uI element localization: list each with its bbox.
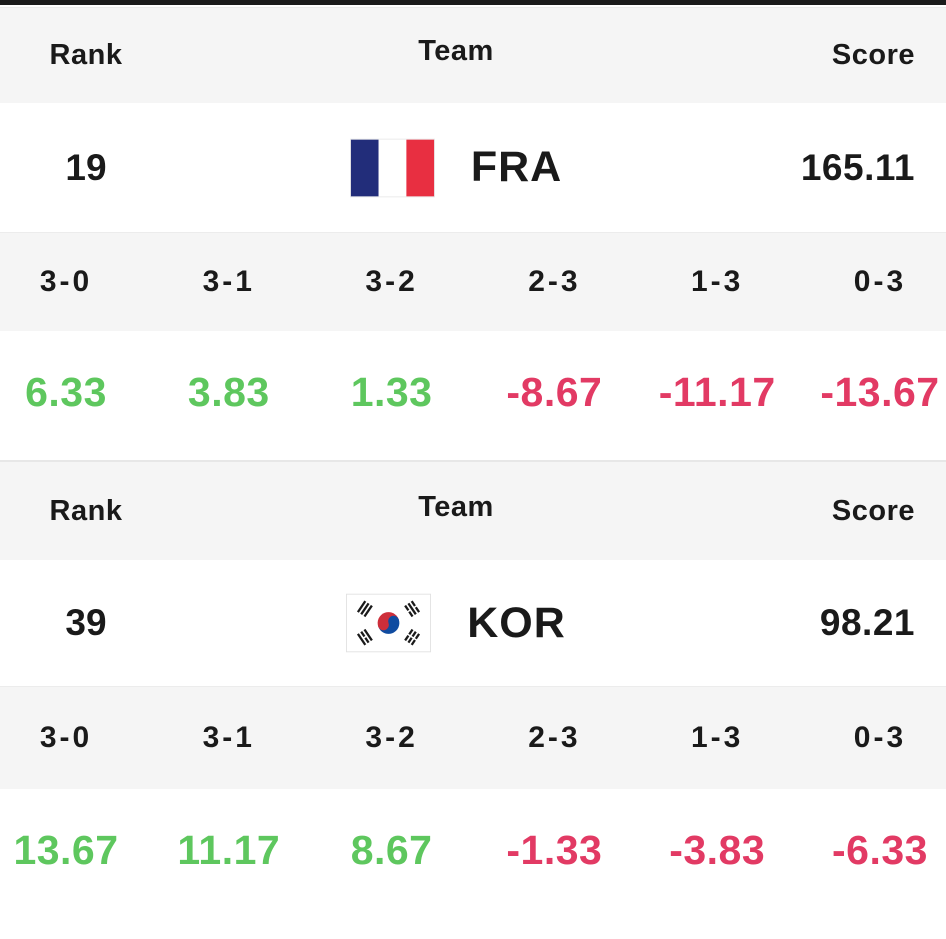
team-rank: 19 bbox=[65, 146, 107, 188]
outcome-header: 3-0 bbox=[39, 721, 93, 754]
top-bar bbox=[0, 0, 946, 5]
team-row-kor[interactable]: 39 bbox=[0, 560, 946, 686]
team-ranking-card-kor: Rank Team Score 39 bbox=[0, 460, 946, 939]
outcome-header: 3-2 bbox=[365, 721, 418, 754]
outcomes-values-row: 13.67 11.17 8.67 -1.33 -3.83 -6.33 bbox=[0, 789, 946, 911]
columns-header-row: Rank Team Score bbox=[0, 460, 946, 560]
outcome-value: 8.67 bbox=[350, 826, 433, 873]
top-gap bbox=[0, 5, 946, 7]
outcome-value: -6.33 bbox=[832, 826, 928, 873]
outcome-header: 0-3 bbox=[853, 721, 907, 754]
outcome-header: 0-3 bbox=[853, 265, 907, 298]
outcome-value: 3.83 bbox=[187, 368, 270, 415]
outcome-value: -8.67 bbox=[506, 368, 603, 415]
team-column-header: Team bbox=[418, 35, 494, 67]
score-column-header: Score bbox=[831, 39, 915, 71]
team-rank: 39 bbox=[65, 602, 107, 643]
team-row-fra[interactable]: 19 FRA 165.11 bbox=[0, 103, 946, 232]
outcome-header: 3-1 bbox=[202, 265, 255, 298]
rank-column-header: Rank bbox=[49, 39, 123, 71]
outcome-value: -1.33 bbox=[506, 826, 603, 873]
outcome-value: 1.33 bbox=[350, 368, 433, 415]
outcomes-values-row: 6.33 3.83 1.33 -8.67 -11.17 -13.67 bbox=[0, 331, 946, 453]
team-code: FRA bbox=[470, 143, 563, 191]
france-flag-icon bbox=[349, 138, 435, 198]
columns-header-row: Rank Team Score bbox=[0, 7, 946, 103]
outcome-value: 13.67 bbox=[13, 826, 119, 873]
outcome-header: 3-1 bbox=[202, 721, 255, 754]
south-korea-flag-icon bbox=[346, 593, 432, 653]
outcome-header: 2-3 bbox=[528, 265, 581, 298]
outcome-header: 3-2 bbox=[365, 265, 418, 298]
team-score: 165.11 bbox=[800, 146, 915, 188]
section-divider bbox=[0, 453, 946, 460]
outcome-value: -13.67 bbox=[820, 368, 940, 415]
team-code: KOR bbox=[467, 598, 566, 647]
outcomes-header-row: 3-0 3-1 3-2 2-3 1-3 0-3 bbox=[0, 686, 946, 789]
score-column-header: Score bbox=[831, 494, 915, 527]
outcome-header: 2-3 bbox=[528, 721, 581, 754]
team-ranking-card-fra: Rank Team Score 19 FRA 165.11 3-0 3-1 3-… bbox=[0, 7, 946, 453]
team-score: 98.21 bbox=[819, 602, 915, 643]
outcome-header: 3-0 bbox=[39, 265, 93, 298]
outcome-value: 6.33 bbox=[25, 368, 107, 415]
outcome-header: 1-3 bbox=[691, 721, 744, 754]
outcome-value: -11.17 bbox=[658, 368, 776, 415]
outcome-header: 1-3 bbox=[691, 265, 744, 298]
rank-column-header: Rank bbox=[49, 494, 123, 527]
outcome-value: -3.83 bbox=[669, 826, 766, 873]
outcome-value: 11.17 bbox=[177, 826, 281, 873]
team-column-header: Team bbox=[418, 490, 494, 523]
outcomes-header-row: 3-0 3-1 3-2 2-3 1-3 0-3 bbox=[0, 232, 946, 331]
